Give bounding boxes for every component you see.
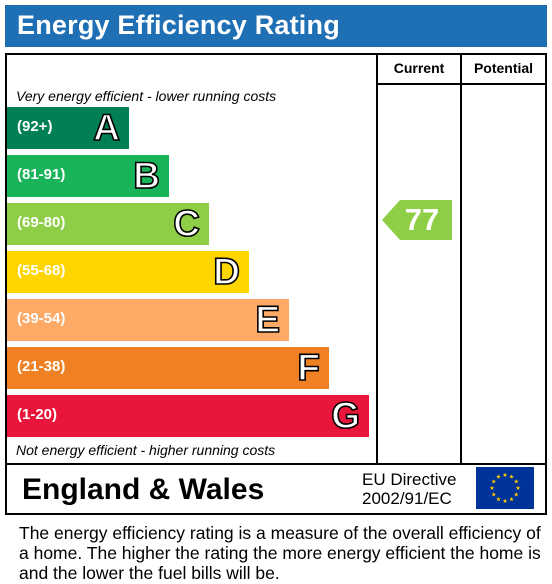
eu-star-icon xyxy=(489,485,495,490)
band-letter-a: A xyxy=(92,106,120,149)
potential-column-header: Potential xyxy=(473,60,534,76)
eu-star-icon xyxy=(513,479,519,484)
chart-title: Energy Efficiency Rating xyxy=(17,10,340,40)
current-column-header: Current xyxy=(393,60,445,76)
current-rating-value: 77 xyxy=(404,202,440,237)
band-f: (21-38) F xyxy=(7,346,329,389)
band-a: (92+) A xyxy=(7,106,129,149)
eu-star-icon xyxy=(502,472,508,477)
eu-flag-icon xyxy=(476,467,534,509)
band-letter-c: C xyxy=(172,202,200,245)
band-letter-g: G xyxy=(330,394,360,437)
description-text: The energy efficiency rating is a measur… xyxy=(19,523,541,583)
band-c: (69-80) C xyxy=(7,202,209,245)
column-divider-current xyxy=(376,53,378,465)
current-rating-arrow xyxy=(382,200,452,240)
eu-star-icon xyxy=(502,498,508,503)
band-range-d: (55-68) xyxy=(17,262,66,279)
band-range-c: (69-80) xyxy=(17,214,66,231)
band-range-a: (92+) xyxy=(17,118,53,135)
eu-star-icon xyxy=(491,492,497,497)
eu-star-icon xyxy=(513,492,519,497)
eu-star-icon xyxy=(496,474,501,479)
eu-directive: EU Directive 2002/91/EC xyxy=(362,470,456,508)
column-divider-potential xyxy=(460,53,462,465)
band-d: (55-68) D xyxy=(7,250,249,293)
band-g: (1-20) G xyxy=(7,394,369,437)
eu-star-icon xyxy=(509,496,514,502)
band-e: (39-54) E xyxy=(7,298,289,341)
band-letter-e: E xyxy=(255,298,281,341)
band-letter-b: B xyxy=(132,154,160,197)
eu-star-icon xyxy=(515,485,521,490)
column-header-divider xyxy=(376,83,547,85)
band-range-b: (81-91) xyxy=(17,166,66,183)
band-range-e: (39-54) xyxy=(17,310,66,327)
top-efficiency-note: Very energy efficient - lower running co… xyxy=(16,88,277,104)
band-b: (81-91) B xyxy=(7,154,169,197)
eu-star-icon xyxy=(491,479,497,484)
eu-star-icon xyxy=(509,474,514,479)
footer-frame xyxy=(5,463,547,515)
region-label: England & Wales xyxy=(22,473,265,506)
eu-directive-line2: 2002/91/EC xyxy=(362,489,452,508)
eu-directive-line1: EU Directive xyxy=(362,470,457,489)
eu-star-icon xyxy=(496,496,501,502)
band-letter-d: D xyxy=(212,250,240,293)
title-bar: Energy Efficiency Rating xyxy=(5,5,547,47)
band-letter-f: F xyxy=(297,346,321,389)
band-range-g: (1-20) xyxy=(17,406,58,423)
band-range-f: (21-38) xyxy=(17,358,66,375)
bottom-efficiency-note: Not energy efficient - higher running co… xyxy=(16,442,276,458)
